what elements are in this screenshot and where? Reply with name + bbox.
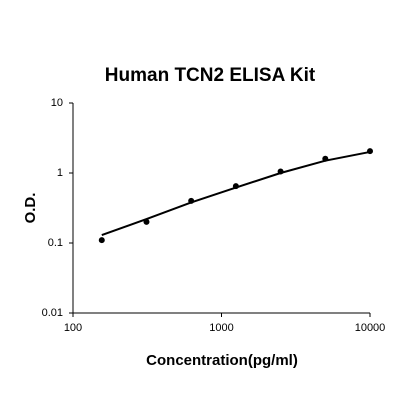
y-tick-label: 0.1	[48, 237, 63, 249]
x-tick-label: 100	[64, 322, 82, 334]
x-tick-label: 10000	[355, 322, 386, 334]
y-tick-label: 1	[57, 167, 63, 179]
fit-curve	[101, 150, 371, 236]
y-axis-title: O.D.	[22, 193, 39, 224]
x-tick-label: 1000	[209, 322, 233, 334]
x-axis-title: Concentration(pg/ml)	[146, 352, 298, 369]
y-tick-label: 10	[51, 97, 63, 109]
y-tick-label: 0.01	[42, 307, 63, 319]
chart-title: Human TCN2 ELISA Kit	[105, 65, 316, 86]
data-point	[98, 237, 105, 244]
